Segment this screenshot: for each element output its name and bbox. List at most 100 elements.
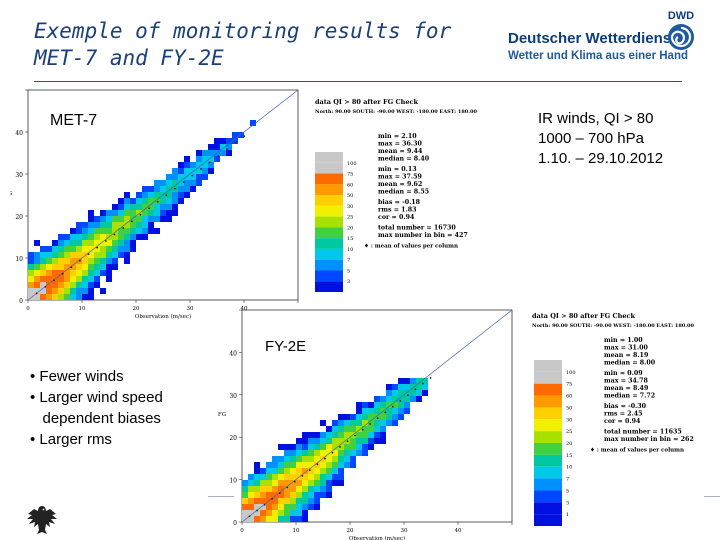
heatmap-cell — [166, 216, 172, 222]
bullet-1: • Fewer winds — [30, 368, 124, 385]
heatmap-cell — [130, 234, 136, 240]
heatmap-cell — [196, 174, 202, 180]
heatmap-cell — [356, 414, 362, 420]
heatmap-cell — [100, 246, 106, 252]
heatmap-cell — [296, 450, 302, 456]
stat-line: median = 8.55 — [378, 189, 429, 196]
mean-marker — [361, 428, 364, 431]
heatmap-cell — [398, 408, 404, 414]
mean-marker — [139, 213, 142, 216]
heatmap-cell — [332, 444, 338, 450]
heatmap-cell — [272, 474, 278, 480]
heatmap-cell — [326, 486, 332, 492]
heatmap-cell — [422, 378, 428, 384]
colorbar-segment — [534, 466, 562, 479]
heatmap-cell — [356, 432, 362, 438]
heatmap-cell — [266, 468, 272, 474]
heatmap-cell — [112, 228, 118, 234]
colorbar-segment — [534, 431, 562, 443]
heatmap-cell — [410, 384, 416, 390]
heatmap-cell — [88, 216, 94, 222]
heatmap-cell — [422, 384, 428, 390]
heatmap-cell — [290, 474, 296, 480]
heatmap-cell — [64, 240, 70, 246]
heatmap-cell — [368, 402, 374, 408]
heatmap-cell — [28, 270, 34, 276]
heatmap-cell — [308, 492, 314, 498]
colorbar-segment — [315, 281, 343, 292]
heatmap-cell — [34, 282, 40, 288]
heatmap-cell — [202, 150, 208, 156]
heatmap-cell — [118, 198, 124, 204]
heatmap-cell — [248, 486, 254, 492]
heatmap-cell — [88, 294, 94, 300]
heatmap-cell — [266, 510, 272, 516]
heatmap-cell — [34, 252, 40, 258]
mean-marker — [226, 148, 228, 151]
heatmap-cell — [184, 174, 190, 180]
heatmap-cell — [148, 216, 154, 222]
heatmap-cell — [404, 384, 410, 390]
heatmap-cell — [124, 234, 130, 240]
heatmap-cell — [320, 474, 326, 480]
heatmap-cell — [208, 168, 214, 174]
logo-name: Deutscher Wetterdienst — [508, 30, 677, 47]
logo-abbr: DWD — [667, 10, 695, 22]
heatmap-cell — [272, 480, 278, 486]
colorbar-label: 10 — [347, 247, 353, 253]
fy2e-plot: 0 10 20 30 40 0 10 20 30 40 Observation (m/sec) FG d… — [214, 306, 704, 540]
heatmap-cell — [46, 276, 52, 282]
heatmap-cell — [248, 492, 254, 498]
heatmap-cell — [362, 414, 368, 420]
y-tick-label: 0 — [19, 298, 23, 305]
stat-line: min = 1.00 — [604, 337, 643, 344]
logo-tagline: Wetter und Klima aus einer Hand — [508, 50, 688, 62]
heatmap-cell — [392, 420, 398, 426]
heatmap-cell — [314, 438, 320, 444]
heatmap-cell — [226, 144, 232, 150]
heatmap-cell — [88, 288, 94, 294]
heatmap-cell — [320, 444, 326, 450]
heatmap-cell — [82, 288, 88, 294]
heatmap-cell — [260, 504, 266, 510]
heatmap-cell — [374, 414, 380, 420]
heatmap-cell — [374, 426, 380, 432]
colorbar-label: 15 — [566, 453, 572, 459]
colorbar-label: 7 — [566, 477, 569, 483]
heatmap-cell — [94, 216, 100, 222]
fy2e-plot-svg: 0 10 20 30 40 0 10 20 30 40 Observation (m/sec) FG d… — [218, 309, 695, 540]
heatmap-cell — [374, 402, 380, 408]
heatmap-cell — [76, 294, 82, 300]
heatmap-cell — [220, 144, 226, 150]
heatmap-cell — [338, 450, 344, 456]
heatmap-cell — [142, 222, 148, 228]
heatmap-cell — [28, 282, 34, 288]
heatmap-cell — [284, 486, 290, 492]
heatmap-cell — [40, 246, 46, 252]
heatmap-cell — [374, 438, 380, 444]
bullet-4: • Larger rms — [30, 431, 112, 448]
heatmap-cell — [118, 210, 124, 216]
heatmap-cell — [242, 504, 248, 510]
colorbar-label: 1 — [566, 512, 569, 518]
heatmap-cell — [386, 408, 392, 414]
heatmap-cell — [278, 516, 284, 522]
colorbar-label: 50 — [347, 193, 353, 199]
heatmap-cell — [242, 492, 248, 498]
heatmap-cell — [302, 462, 308, 468]
stat-line: max = 36.30 — [378, 141, 422, 148]
heatmap-cell — [34, 270, 40, 276]
heatmap-cell — [254, 516, 260, 522]
heatmap-cell — [112, 222, 118, 228]
heatmap-cell — [40, 258, 46, 264]
heatmap-cell — [76, 252, 82, 258]
mean-marker — [53, 279, 55, 282]
heatmap-cell — [46, 246, 52, 252]
x-axis-label: Observation (m/sec) — [349, 535, 405, 540]
heatmap-cell — [70, 228, 76, 234]
colorbar-top — [534, 360, 562, 372]
diagonal-line — [27, 89, 299, 301]
heatmap-cell — [338, 462, 344, 468]
footer-line — [208, 496, 234, 497]
heatmap-cell — [290, 510, 296, 516]
